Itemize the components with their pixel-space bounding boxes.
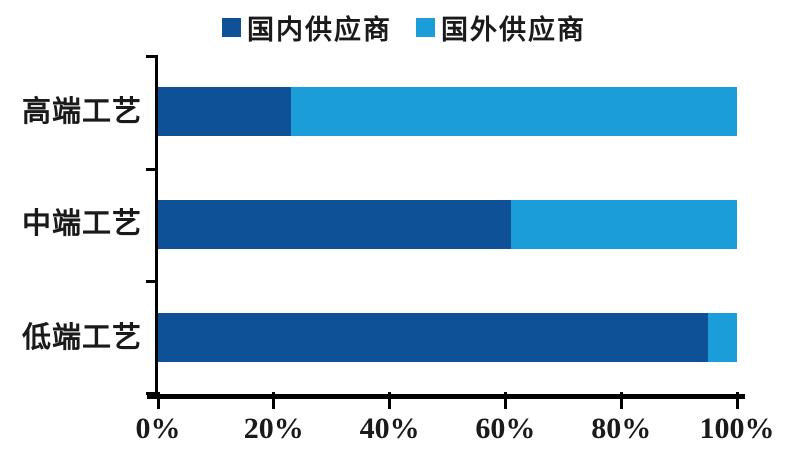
bar-row-3 — [158, 313, 737, 362]
bar-segment-domestic — [158, 87, 292, 136]
y-axis-tick — [146, 55, 157, 58]
legend-swatch-domestic — [222, 18, 241, 37]
y-axis-line — [155, 55, 158, 397]
y-axis-tick — [146, 392, 157, 395]
legend-label-foreign: 国外供应商 — [441, 15, 586, 45]
bar-row-1 — [158, 87, 737, 136]
legend-swatch-foreign — [416, 18, 435, 37]
x-axis-tick-label: 0% — [135, 412, 181, 445]
x-axis-tick-label: 100% — [699, 412, 775, 445]
bar-segment-domestic — [158, 199, 512, 249]
bar-segment-foreign — [291, 87, 737, 136]
x-axis-tick — [388, 392, 392, 409]
bar-segment-domestic — [158, 313, 709, 362]
x-axis-tick-label: 40% — [359, 412, 420, 445]
x-axis-tick — [503, 392, 507, 409]
legend-item-foreign: 国外供应商 — [416, 8, 586, 47]
bar-segment-foreign — [708, 313, 737, 362]
y-axis-label: 中端工艺 — [21, 208, 142, 240]
y-axis-tick — [146, 280, 157, 283]
legend: 国内供应商 国外供应商 — [222, 8, 586, 47]
x-axis-tick — [156, 392, 160, 409]
x-axis-tick-label: 20% — [243, 412, 304, 445]
y-axis-label: 低端工艺 — [21, 321, 142, 354]
x-axis-tick — [735, 392, 739, 409]
x-axis-line — [147, 394, 745, 399]
bar-row-2 — [158, 199, 737, 249]
x-axis-tick — [272, 392, 276, 409]
x-axis-tick — [619, 392, 623, 409]
legend-label-domestic: 国内供应商 — [247, 15, 392, 45]
y-axis-label: 高端工艺 — [21, 95, 142, 128]
y-axis-tick — [146, 168, 157, 171]
x-axis-tick-label: 80% — [591, 412, 652, 445]
bar-segment-foreign — [511, 199, 737, 249]
x-axis-tick-label: 60% — [475, 412, 536, 445]
legend-item-domestic: 国内供应商 — [222, 8, 392, 47]
